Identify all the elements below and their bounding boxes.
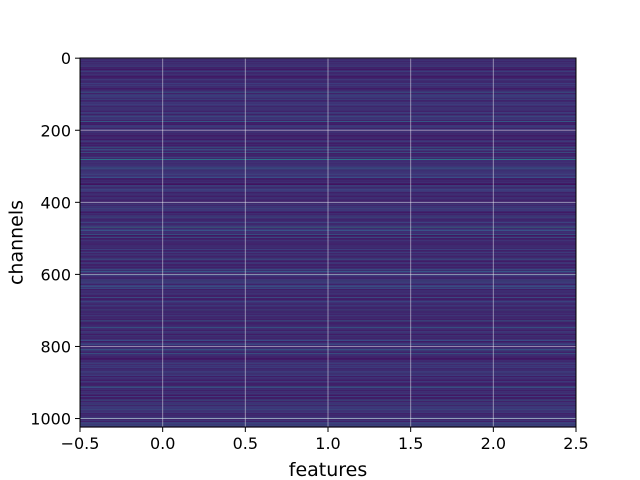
y-tick-label: 0 xyxy=(61,49,71,68)
y-tick-label: 400 xyxy=(40,193,71,212)
x-axis: −0.5 0.0 0.5 1.0 1.5 2.0 2.5 xyxy=(61,427,589,453)
y-tick-label: 1000 xyxy=(30,410,71,429)
plot-area xyxy=(80,58,576,428)
x-tick-label: 1.0 xyxy=(315,434,340,453)
y-axis: 0 200 400 600 800 1000 xyxy=(30,49,80,429)
x-tick-label: 0.5 xyxy=(233,434,258,453)
y-tick-label: 800 xyxy=(40,337,71,356)
y-axis-label: channels xyxy=(6,200,28,285)
x-tick-label: 2.5 xyxy=(563,434,588,453)
x-tick-label: 2.0 xyxy=(481,434,506,453)
y-tick-label: 200 xyxy=(40,121,71,140)
grid-lines xyxy=(79,57,577,427)
x-tick-label: −0.5 xyxy=(61,434,100,453)
y-tick-label: 600 xyxy=(40,265,71,284)
x-tick-label: 0.0 xyxy=(150,434,175,453)
x-tick-label: 1.5 xyxy=(398,434,423,453)
x-axis-label: features xyxy=(289,459,368,480)
